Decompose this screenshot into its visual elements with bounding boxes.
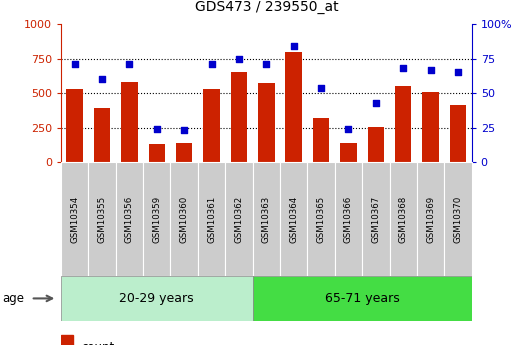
Bar [335,162,362,276]
Text: count: count [82,341,114,345]
Point [317,85,325,90]
Bar [171,162,198,276]
Text: GSM10356: GSM10356 [125,196,134,243]
Bar [231,72,247,162]
Point [344,126,353,132]
Bar [61,335,73,345]
Text: GSM10361: GSM10361 [207,196,216,243]
Bar [395,86,411,162]
Bar [253,276,472,321]
Text: GSM10359: GSM10359 [152,196,161,243]
Bar [258,83,275,162]
Text: GSM10360: GSM10360 [180,196,189,243]
Bar [362,162,390,276]
Point [372,100,380,106]
Text: GSM10367: GSM10367 [372,196,381,243]
Bar [176,143,192,162]
Bar [61,276,253,321]
Bar [280,162,307,276]
Point [426,67,435,72]
Text: GSM10365: GSM10365 [316,196,325,243]
Point [454,70,462,75]
Bar [204,89,220,162]
Point [125,61,134,67]
Text: GSM10370: GSM10370 [454,196,463,243]
Bar [198,162,225,276]
Point [180,128,189,133]
Point [289,43,298,49]
Bar [422,92,439,162]
Text: GSM10369: GSM10369 [426,196,435,243]
Point [262,61,270,67]
Text: age: age [3,292,25,305]
Bar [61,162,89,276]
Bar [89,162,116,276]
Point [235,56,243,61]
Text: GSM10362: GSM10362 [234,196,243,243]
Bar [450,105,466,162]
Bar [225,162,253,276]
Bar [94,108,110,162]
Text: GSM10364: GSM10364 [289,196,298,243]
Point [207,61,216,67]
Text: GSM10368: GSM10368 [399,196,408,243]
Bar [66,89,83,162]
Point [98,77,106,82]
Text: GDS473 / 239550_at: GDS473 / 239550_at [195,0,338,14]
Bar [368,127,384,162]
Text: 65-71 years: 65-71 years [325,292,400,305]
Bar [286,52,302,162]
Bar [444,162,472,276]
Bar [390,162,417,276]
Bar [340,143,357,162]
Text: 20-29 years: 20-29 years [119,292,194,305]
Point [399,66,408,71]
Bar [417,162,444,276]
Bar [148,144,165,162]
Bar [121,82,138,162]
Text: GSM10366: GSM10366 [344,196,353,243]
Point [153,126,161,132]
Text: GSM10354: GSM10354 [70,196,79,243]
Bar [143,162,171,276]
Bar [253,162,280,276]
Bar [313,118,329,162]
Bar [307,162,335,276]
Point [70,61,79,67]
Text: GSM10355: GSM10355 [98,196,107,243]
Bar [116,162,143,276]
Text: GSM10363: GSM10363 [262,196,271,243]
